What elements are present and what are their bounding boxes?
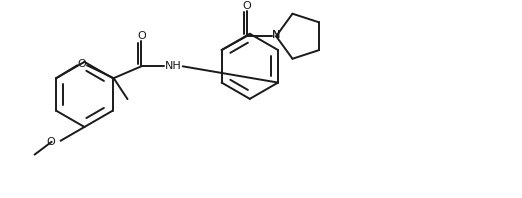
Text: O: O (47, 137, 55, 147)
Text: N: N (272, 30, 280, 40)
Text: NH: NH (164, 61, 181, 71)
Text: O: O (78, 59, 87, 69)
Text: O: O (242, 1, 251, 11)
Text: N: N (272, 30, 280, 40)
Text: O: O (137, 31, 146, 41)
